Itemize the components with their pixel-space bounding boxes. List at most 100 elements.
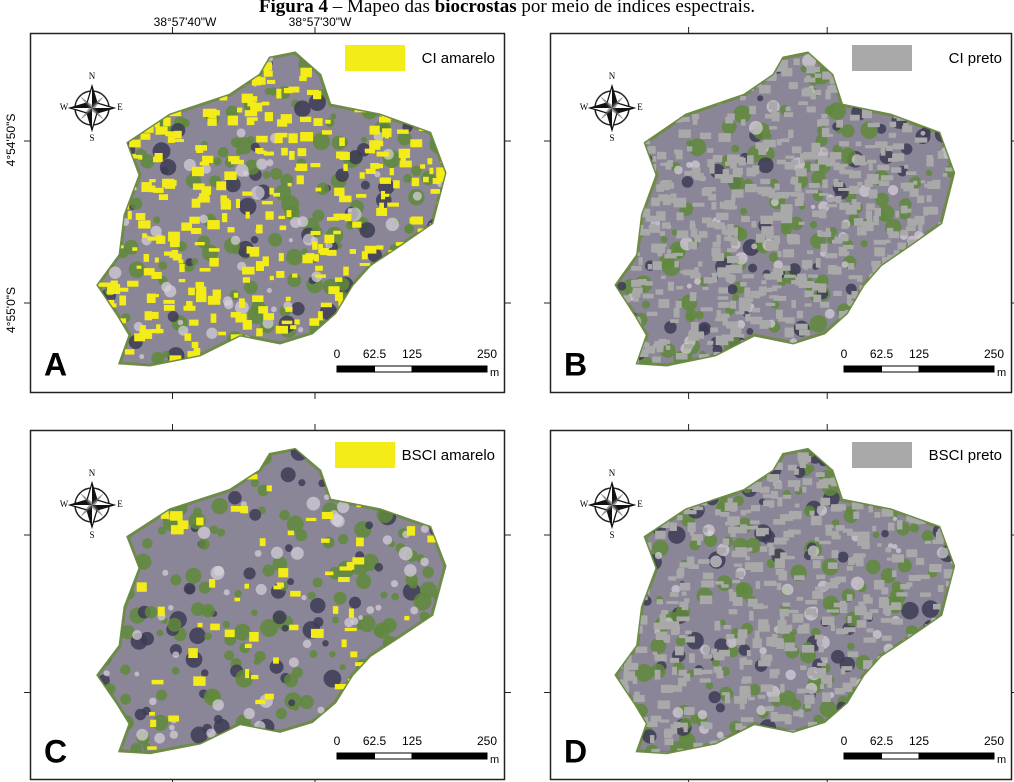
crust-patch — [730, 162, 737, 168]
crust-patch — [709, 166, 714, 174]
bare-rock — [104, 670, 110, 676]
crust-patch — [635, 647, 647, 653]
crust-patch — [278, 568, 288, 577]
crust-patch — [776, 569, 785, 575]
crust-patch — [679, 583, 690, 591]
vegetation — [339, 664, 345, 670]
crust-patch — [831, 625, 835, 631]
crust-patch — [704, 277, 713, 283]
bare-rock — [301, 595, 306, 600]
crust-patch — [263, 313, 274, 320]
crust-patch — [785, 328, 794, 338]
crust-patch — [881, 618, 893, 623]
crust-patch — [700, 595, 712, 604]
crust-patch — [764, 581, 777, 586]
crust-patch — [343, 164, 347, 171]
crust-patch — [660, 231, 665, 236]
crust-patch — [321, 538, 330, 542]
vegetation — [308, 592, 316, 600]
crust-patch — [811, 516, 822, 526]
crust-patch — [813, 560, 821, 568]
crust-patch — [149, 312, 158, 319]
crust-patch — [777, 139, 782, 145]
crust-patch — [764, 486, 768, 492]
crust-patch — [771, 491, 778, 499]
crust-patch — [897, 520, 903, 529]
crust-patch — [650, 716, 661, 722]
crust-patch — [877, 543, 881, 546]
crust-patch — [327, 217, 339, 221]
crust-patch — [750, 317, 762, 325]
crust-patch — [776, 310, 783, 319]
crust-patch — [265, 694, 274, 700]
vegetation — [332, 616, 339, 623]
crust-patch — [701, 580, 714, 587]
vegetation — [333, 592, 346, 605]
crust-patch — [150, 720, 156, 727]
vegetation — [709, 691, 721, 703]
scale-unit: m — [997, 754, 1006, 766]
bare-rock — [892, 544, 897, 549]
crust-patch — [671, 198, 678, 203]
crust-patch — [728, 527, 740, 533]
crust-patch — [333, 214, 341, 217]
crust-patch — [410, 218, 417, 224]
latitude-label: 4°55'0"S — [4, 287, 18, 333]
crust-patch — [196, 287, 206, 294]
vegetation — [295, 529, 307, 541]
vegetation — [218, 147, 229, 158]
vegetation — [866, 560, 881, 575]
crust-patch — [780, 612, 788, 616]
crust-patch — [828, 562, 838, 569]
crust-patch — [777, 497, 782, 506]
crust-patch — [795, 486, 800, 491]
bare-rock — [347, 208, 351, 212]
vegetation — [322, 640, 329, 647]
crust-patch — [715, 509, 721, 515]
crust-patch — [828, 265, 837, 274]
crust-patch — [149, 179, 156, 182]
crust-patch — [810, 511, 815, 516]
crust-patch — [305, 253, 314, 260]
crust-patch — [854, 218, 863, 226]
crust-patch — [281, 114, 292, 123]
scale-segment — [882, 753, 920, 759]
compass-label: N — [89, 71, 96, 81]
vegetation — [831, 650, 845, 664]
crust-patch — [333, 231, 341, 235]
crust-patch — [868, 123, 880, 127]
crust-patch — [352, 557, 364, 564]
crust-patch — [800, 153, 804, 163]
scale-unit: m — [997, 367, 1006, 379]
crust-patch — [677, 515, 683, 520]
crust-patch — [938, 151, 944, 159]
crust-patch — [769, 102, 777, 110]
crust-patch — [818, 283, 826, 292]
crust-patch — [866, 628, 873, 632]
crust-patch — [791, 300, 796, 308]
crust-patch — [741, 510, 747, 515]
crust-patch — [758, 625, 770, 632]
crust-patch — [816, 472, 825, 477]
crust-patch — [760, 179, 770, 184]
crust-patch — [769, 697, 780, 702]
crust-patch — [831, 504, 842, 511]
vegetation — [236, 149, 242, 155]
bare-rock — [136, 729, 148, 741]
crust-patch — [832, 550, 839, 558]
crust-patch — [716, 235, 720, 245]
crust-patch — [861, 606, 866, 610]
panel-letter: A — [44, 346, 67, 382]
crust-patch — [865, 145, 876, 148]
crust-patch — [276, 89, 281, 99]
crust-patch — [797, 628, 809, 634]
crust-patch — [401, 157, 406, 164]
crust-patch — [111, 280, 118, 285]
bare-rock — [303, 640, 311, 648]
scale-label: 250 — [477, 734, 497, 748]
vegetation — [664, 321, 677, 334]
crust-patch — [918, 575, 930, 579]
crust-patch — [107, 291, 114, 295]
vegetation — [374, 623, 390, 639]
crust-patch — [726, 265, 731, 270]
